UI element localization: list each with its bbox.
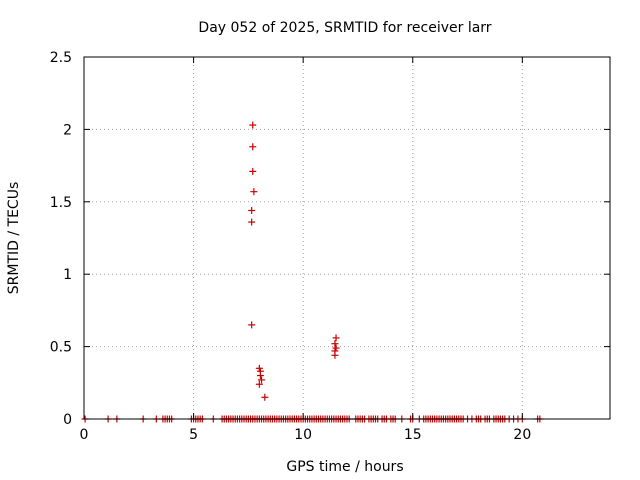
y-tick-label: 2 bbox=[63, 122, 72, 138]
x-tick-label: 10 bbox=[294, 427, 312, 443]
x-tick-label: 15 bbox=[404, 427, 422, 443]
data-point bbox=[255, 380, 263, 388]
y-tick-label: 0 bbox=[63, 412, 72, 428]
plot-frame bbox=[83, 56, 611, 420]
data-point bbox=[249, 121, 257, 129]
x-tick-label: 5 bbox=[189, 427, 198, 443]
data-point bbox=[331, 340, 339, 348]
x-axis-label: GPS time / hours bbox=[286, 459, 403, 475]
data-point bbox=[248, 206, 256, 214]
data-point bbox=[248, 218, 256, 226]
x-tick-label: 0 bbox=[80, 427, 89, 443]
data-point bbox=[248, 321, 256, 329]
y-axis-label: SRMTID / TECUs bbox=[6, 182, 22, 295]
y-tick-label: 0.5 bbox=[50, 340, 72, 356]
data-point bbox=[250, 188, 258, 196]
data-point bbox=[331, 351, 339, 359]
gridlines bbox=[84, 57, 610, 419]
y-tick-label: 1 bbox=[63, 267, 72, 283]
data-point bbox=[332, 334, 340, 342]
data-point bbox=[249, 167, 257, 175]
y-tick-label: 1.5 bbox=[50, 195, 72, 211]
data-points bbox=[81, 121, 544, 423]
data-point bbox=[261, 393, 269, 401]
x-tick-label: 20 bbox=[513, 427, 531, 443]
data-point bbox=[249, 143, 257, 151]
y-tick-label: 2.5 bbox=[50, 50, 72, 66]
chart-title: Day 052 of 2025, SRMTID for receiver lar… bbox=[198, 20, 491, 36]
axis-ticks: 0 5 10 15 20 0 0.5 1 1.5 2 2.5 bbox=[50, 50, 610, 443]
data-point bbox=[256, 372, 264, 380]
data-point bbox=[258, 376, 266, 384]
